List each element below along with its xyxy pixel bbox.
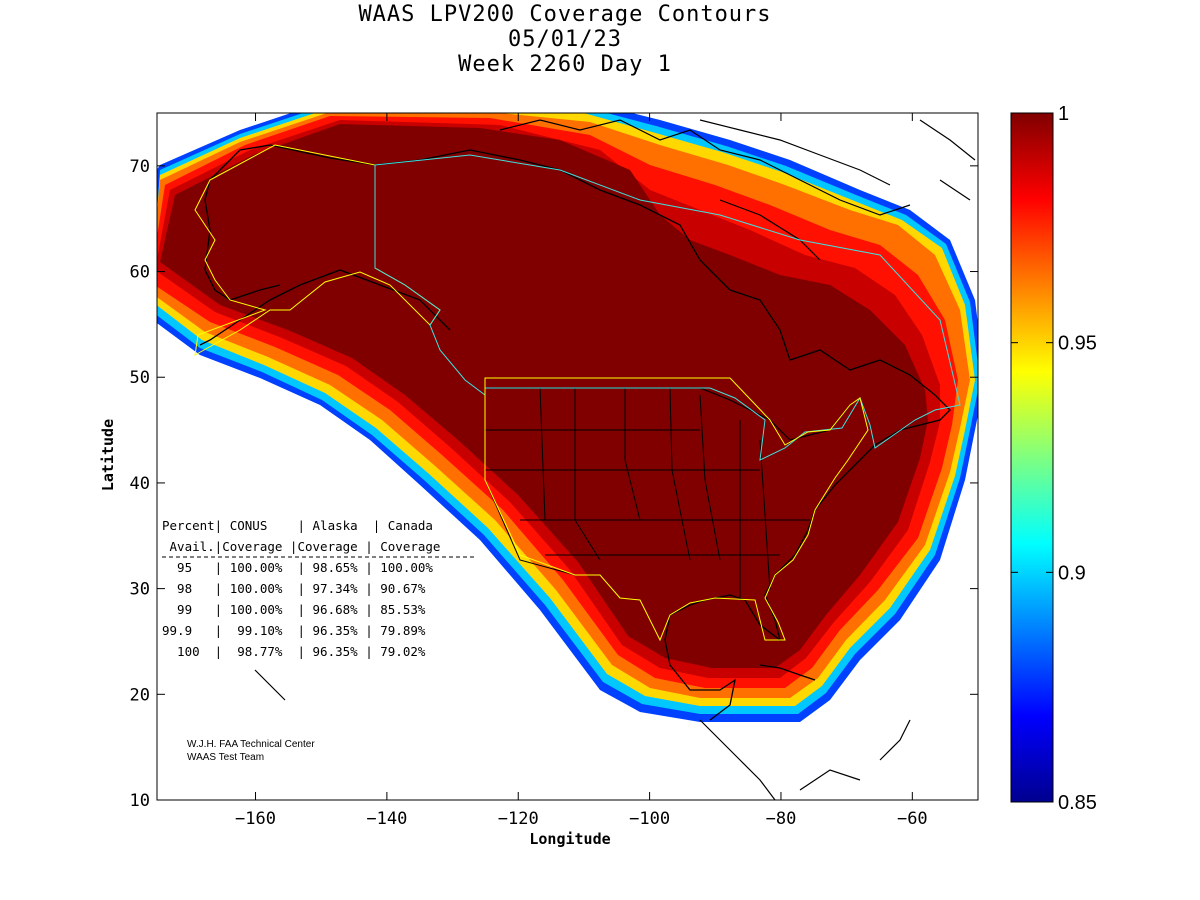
x-tick-label: −120	[498, 809, 539, 829]
coverage-contours	[157, 113, 978, 722]
y-tick-label: 70	[130, 157, 150, 177]
table-row: 98 | 100.00% | 97.34% | 90.67%	[162, 581, 426, 596]
table-row: 99.9 | 99.10% | 96.35% | 79.89%	[162, 623, 426, 638]
contour-full-coverage	[160, 124, 928, 668]
x-tick-labels: −160 −140 −120 −100 −80 −60	[235, 809, 928, 829]
y-tick-label: 50	[130, 368, 150, 388]
colorbar-tick-label: 0.9	[1058, 562, 1086, 584]
coastline-central-america	[254, 664, 911, 800]
x-axis-label: Longitude	[529, 830, 610, 848]
colorbar-ticks: 1 0.95 0.9 0.85	[1011, 103, 1097, 814]
colorbar-tick-label: 0.85	[1058, 792, 1097, 814]
table-row: 95 | 100.00% | 98.65% | 100.00%	[162, 560, 433, 575]
colorbar-tick-label: 1	[1058, 103, 1069, 125]
x-tick-label: −80	[766, 809, 797, 829]
region-outline-canada	[374, 154, 961, 461]
title-line-2: 05/01/23	[508, 27, 622, 52]
plot-frame	[156, 112, 979, 801]
title-line-3: Week 2260 Day 1	[458, 52, 672, 77]
colorbar-tick-label: 0.95	[1058, 333, 1097, 355]
table-row: 99 | 100.00% | 96.68% | 85.53%	[162, 602, 426, 617]
table-header-1: Percent| CONUS | Alaska | Canada	[162, 518, 433, 533]
y-tick-labels: 10 20 30 40 50 60 70	[130, 157, 150, 811]
y-tick-label: 30	[130, 580, 150, 600]
availability-table: Percent| CONUS | Alaska | Canada Avail.|…	[162, 518, 475, 659]
coastline-arctic-islands	[499, 119, 976, 261]
y-axis-label: Latitude	[99, 419, 117, 491]
y-tick-label: 20	[130, 685, 150, 705]
credit-line-2: WAAS Test Team	[187, 752, 264, 763]
coastline-north-america	[199, 144, 951, 721]
y-tick-label: 40	[130, 474, 150, 494]
us-state-borders	[484, 387, 810, 600]
x-tick-label: −140	[366, 809, 407, 829]
y-tick-label: 10	[130, 791, 150, 811]
colorbar	[1010, 112, 1054, 803]
region-outline-conus	[484, 377, 869, 642]
credit-line-1: W.J.H. FAA Technical Center	[187, 739, 315, 750]
table-header-2: Avail.|Coverage |Coverage | Coverage	[162, 539, 440, 554]
map-lines	[194, 119, 976, 800]
tick-marks	[157, 113, 978, 801]
x-tick-label: −160	[235, 809, 276, 829]
x-tick-label: −100	[629, 809, 670, 829]
table-row: 100 | 98.77% | 96.35% | 79.02%	[162, 644, 426, 659]
y-tick-label: 60	[130, 263, 150, 283]
title-line-1: WAAS LPV200 Coverage Contours	[358, 2, 772, 27]
x-tick-label: −60	[897, 809, 928, 829]
